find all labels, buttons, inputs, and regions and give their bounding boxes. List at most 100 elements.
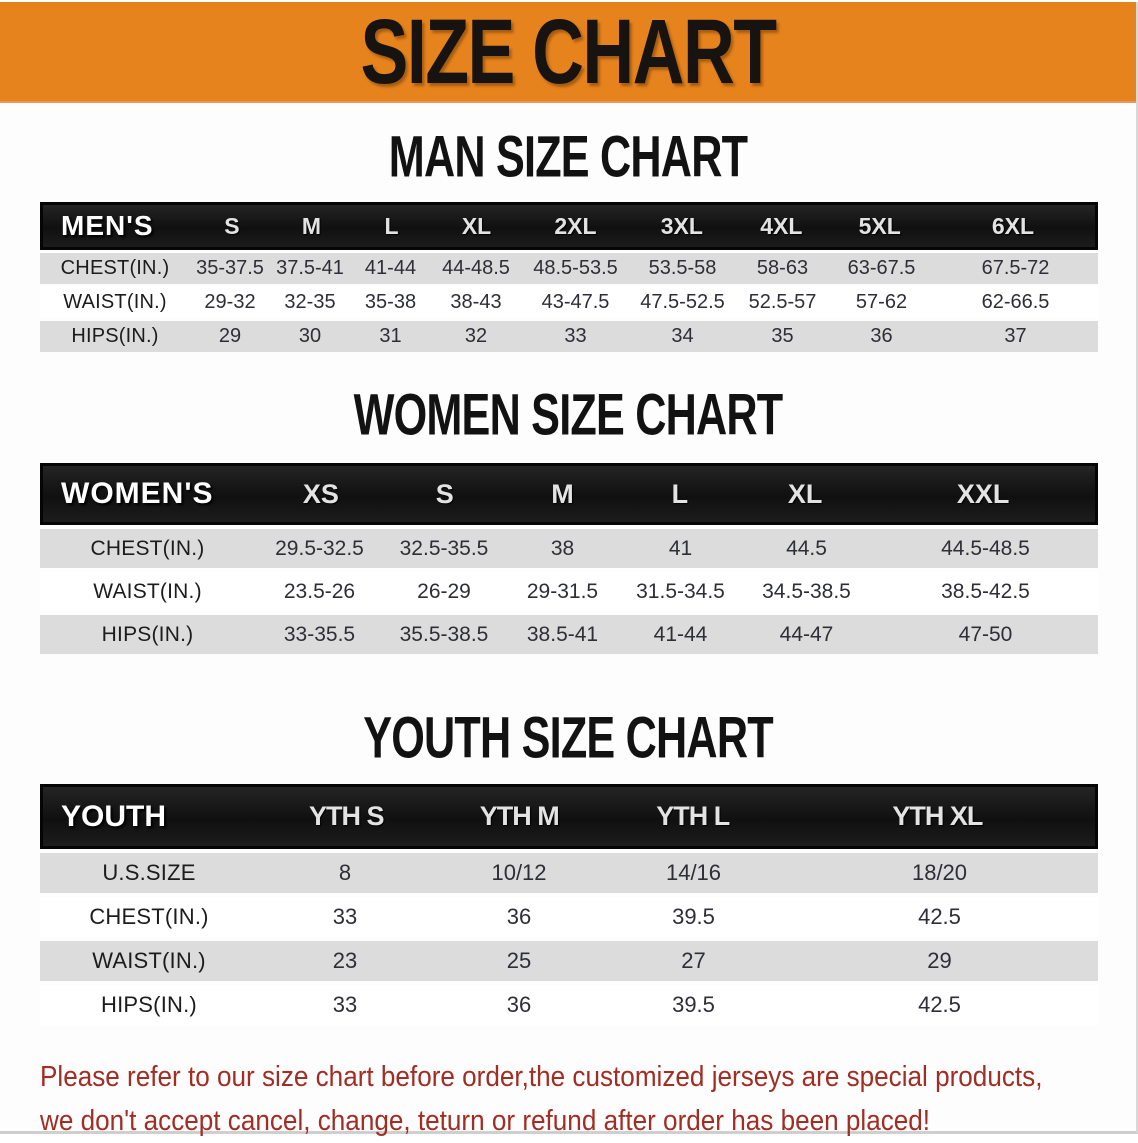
- value-cell: 34.5-38.5: [762, 579, 851, 603]
- man-size-chart-heading: MAN SIZE CHART: [0, 124, 1136, 190]
- value-cell: 52.5-57: [748, 291, 817, 313]
- women-size-chart-heading-text: WOMEN SIZE CHART: [353, 382, 784, 448]
- youth-size-chart-heading-text: YOUTH SIZE CHART: [363, 705, 773, 771]
- youth-size-table: YOUTH YTH S YTH M YTH L YTH XL U.S.SIZE 8 10/12…: [40, 784, 1098, 1025]
- table-title-cell: MEN'S: [61, 210, 154, 241]
- value-cell: 38-43: [450, 291, 502, 313]
- value-cell: 42.5: [918, 904, 961, 929]
- table-header-row: WOMEN'S XS S M L XL XXL: [40, 463, 1098, 525]
- value-cell: 25: [506, 948, 532, 973]
- value-cell: 29-32: [204, 291, 256, 313]
- value-cell: 36: [870, 325, 893, 347]
- value-cell: 39.5: [672, 904, 715, 929]
- table-row: CHEST(IN.) 35-37.5 37.5-41 41-44 44-48.5 48.5…: [40, 253, 1098, 284]
- value-cell: 10/12: [491, 860, 547, 885]
- row-label-cell: WAIST(IN.): [63, 291, 167, 313]
- table-row: WAIST(IN.) 23.5-26 26-29 29-31.5 31.5-34.5 34…: [40, 572, 1098, 611]
- value-cell: 41-44: [364, 257, 417, 279]
- value-cell: 48.5-53.5: [533, 257, 618, 279]
- value-cell: 62-66.5: [981, 291, 1050, 313]
- value-cell: 37: [1004, 325, 1027, 347]
- row-label-cell: CHEST(IN.): [60, 257, 170, 279]
- value-cell: 8: [338, 860, 352, 885]
- table-row: CHEST(IN.) 33 36 39.5 42.5: [40, 897, 1098, 937]
- size-header-cell: 6XL: [991, 212, 1035, 239]
- value-cell: 41: [668, 536, 693, 560]
- value-cell: 29.5-32.5: [275, 536, 364, 560]
- man-size-chart-heading-text: MAN SIZE CHART: [388, 124, 748, 190]
- value-cell: 33: [332, 992, 358, 1017]
- value-cell: 29-31.5: [526, 579, 599, 603]
- value-cell: 35: [771, 325, 794, 347]
- value-cell: 14/16: [665, 860, 722, 885]
- size-header-cell: XXL: [956, 478, 1010, 509]
- table-row: U.S.SIZE 8 10/12 14/16 18/20: [40, 853, 1098, 893]
- value-cell: 35-37.5: [196, 257, 264, 279]
- value-cell: 32.5-35.5: [399, 536, 489, 560]
- table-row: HIPS(IN.) 33-35.5 35.5-38.5 38.5-41 41-44 44-…: [40, 615, 1098, 654]
- value-cell: 30: [298, 325, 322, 347]
- value-cell: 44.5: [786, 536, 827, 560]
- value-cell: 23: [332, 948, 358, 973]
- size-header-cell: YTH M: [479, 801, 560, 831]
- value-cell: 42.5: [918, 992, 961, 1017]
- value-cell: 38: [550, 536, 575, 560]
- value-cell: 33-35.5: [283, 622, 356, 646]
- row-label-cell: CHEST(IN.): [89, 904, 209, 929]
- table-row: WAIST(IN.) 23 25 27 29: [40, 941, 1098, 981]
- row-label-cell: HIPS(IN.): [101, 622, 194, 646]
- value-cell: 23.5-26: [283, 579, 356, 603]
- value-cell: 43-47.5: [541, 291, 610, 313]
- value-cell: 44.5-48.5: [941, 536, 1030, 560]
- size-header-cell: YTH XL: [892, 801, 983, 831]
- value-cell: 37.5-41: [276, 257, 344, 279]
- row-label-cell: U.S.SIZE: [102, 860, 196, 885]
- table-title-cell: YOUTH: [61, 799, 166, 833]
- value-cell: 33: [564, 325, 587, 347]
- value-cell: 27: [681, 948, 706, 973]
- row-label-cell: CHEST(IN.): [90, 536, 205, 560]
- size-header-cell: S: [435, 478, 454, 509]
- disclaimer: Please refer to our size chart before or…: [40, 1055, 1136, 1143]
- banner: SIZE CHART: [0, 2, 1136, 103]
- value-cell: 29: [927, 948, 952, 973]
- size-header-cell: YTH S: [309, 801, 385, 831]
- value-cell: 31.5-34.5: [636, 579, 725, 603]
- value-cell: 34: [671, 325, 694, 347]
- value-cell: 38.5-42.5: [941, 579, 1030, 603]
- size-header-cell: 3XL: [660, 212, 703, 239]
- value-cell: 18/20: [911, 860, 968, 885]
- size-header-cell: M: [301, 212, 322, 239]
- value-cell: 36: [506, 904, 532, 929]
- womens-size-table: WOMEN'S XS S M L XL XXL CHEST(IN.) 29.5-32.5 32.5…: [40, 463, 1098, 654]
- value-cell: 63-67.5: [847, 257, 916, 279]
- value-cell: 31: [379, 325, 402, 347]
- size-header-cell: L: [671, 478, 689, 509]
- women-size-chart-heading: WOMEN SIZE CHART: [0, 382, 1136, 448]
- size-header-cell: L: [384, 212, 399, 239]
- size-header-cell: YTH L: [656, 801, 730, 831]
- size-header-cell: XL: [787, 478, 823, 509]
- value-cell: 53.5-58: [648, 257, 717, 279]
- row-label-cell: HIPS(IN.): [101, 992, 197, 1017]
- value-cell: 35-38: [364, 291, 417, 313]
- size-header-cell: 4XL: [760, 212, 803, 239]
- value-cell: 32: [464, 325, 488, 347]
- size-header-cell: XS: [302, 478, 339, 509]
- value-cell: 26-29: [417, 579, 471, 603]
- disclaimer-line-1: Please refer to our size chart before or…: [40, 1061, 1043, 1093]
- youth-size-chart-heading: YOUTH SIZE CHART: [0, 705, 1136, 771]
- size-header-cell: S: [224, 212, 240, 239]
- value-cell: 67.5-72: [981, 257, 1050, 279]
- value-cell: 41-44: [653, 622, 708, 646]
- page-title: SIZE CHART: [360, 0, 778, 103]
- value-cell: 38.5-41: [526, 622, 599, 646]
- value-cell: 44-47: [779, 622, 834, 646]
- table-row: HIPS(IN.) 33 36 39.5 42.5: [40, 985, 1098, 1025]
- row-label-cell: WAIST(IN.): [93, 579, 202, 603]
- row-label-cell: WAIST(IN.): [92, 948, 206, 973]
- value-cell: 32-35: [284, 291, 336, 313]
- table-row: CHEST(IN.) 29.5-32.5 32.5-35.5 38 41 44.5 44.5…: [40, 529, 1098, 568]
- value-cell: 29: [218, 325, 242, 347]
